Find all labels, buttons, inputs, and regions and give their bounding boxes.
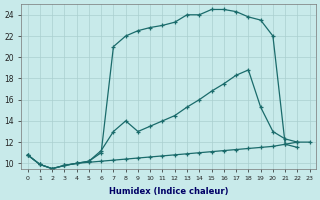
X-axis label: Humidex (Indice chaleur): Humidex (Indice chaleur) xyxy=(109,187,228,196)
